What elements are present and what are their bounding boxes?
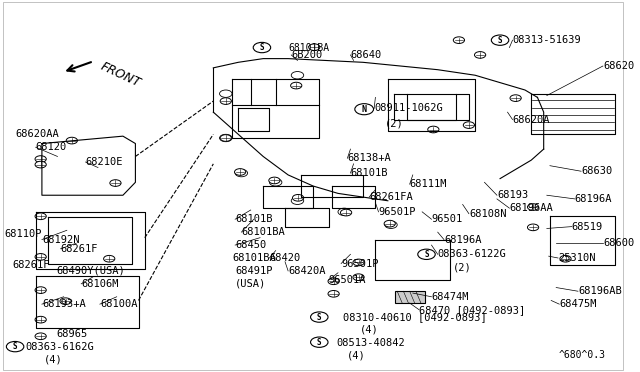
Text: 08310-40610 [0492-0893]: 08310-40610 [0492-0893]: [343, 312, 487, 322]
Text: 68261FA: 68261FA: [369, 192, 413, 202]
Circle shape: [60, 298, 71, 305]
Circle shape: [35, 156, 46, 162]
Text: 68110P: 68110P: [4, 229, 42, 239]
Text: (2): (2): [385, 118, 403, 128]
Circle shape: [220, 135, 232, 141]
Circle shape: [291, 82, 302, 89]
Circle shape: [510, 95, 521, 102]
Circle shape: [353, 259, 364, 266]
Text: 96501: 96501: [431, 214, 463, 224]
Text: 96501P: 96501P: [378, 207, 416, 217]
Text: (USA): (USA): [235, 279, 266, 289]
Circle shape: [353, 274, 364, 280]
Text: 08363-6122G: 08363-6122G: [438, 249, 506, 259]
Text: 25310N: 25310N: [558, 253, 596, 263]
Text: 68196A: 68196A: [575, 194, 612, 204]
Circle shape: [474, 52, 486, 58]
Circle shape: [234, 169, 246, 175]
Text: 68111M: 68111M: [410, 179, 447, 189]
Circle shape: [35, 213, 46, 219]
Circle shape: [35, 287, 46, 294]
Text: 68620A: 68620A: [513, 115, 550, 125]
Text: 08363-6162G: 08363-6162G: [25, 341, 94, 352]
Text: 68101BA: 68101BA: [232, 253, 276, 263]
Text: ^680^0.3: ^680^0.3: [559, 350, 606, 359]
Text: (4): (4): [348, 351, 366, 361]
Circle shape: [35, 161, 46, 168]
Text: 68965: 68965: [56, 329, 88, 339]
Text: 68108N: 68108N: [469, 209, 506, 219]
Text: 68100A: 68100A: [100, 299, 138, 309]
Text: 68196AB: 68196AB: [578, 286, 621, 296]
Text: S: S: [260, 43, 264, 52]
Text: (2): (2): [453, 262, 472, 272]
Text: 68491P: 68491P: [235, 266, 273, 276]
Text: 68101B: 68101B: [351, 168, 388, 178]
Circle shape: [384, 220, 396, 227]
Text: S: S: [317, 338, 322, 347]
Circle shape: [35, 333, 46, 340]
Text: 68193: 68193: [497, 190, 528, 200]
Text: 68490Y(USA): 68490Y(USA): [56, 266, 125, 276]
Text: 68470 [0492-0893]: 68470 [0492-0893]: [419, 305, 525, 315]
Text: 68193+A: 68193+A: [42, 299, 86, 309]
Circle shape: [527, 224, 539, 231]
FancyBboxPatch shape: [396, 291, 425, 303]
Text: 68138+A: 68138+A: [348, 153, 391, 163]
Text: 68630: 68630: [581, 166, 612, 176]
Text: 68196A: 68196A: [444, 234, 481, 244]
Text: 68620: 68620: [603, 61, 634, 71]
Text: FRONT: FRONT: [98, 60, 142, 89]
Circle shape: [340, 209, 352, 216]
Text: 08911-1062G: 08911-1062G: [374, 103, 443, 113]
Text: (4): (4): [360, 325, 378, 335]
Text: 68192N: 68192N: [42, 234, 79, 244]
Text: 96501P: 96501P: [341, 259, 379, 269]
Circle shape: [110, 180, 121, 186]
Text: 68101BA: 68101BA: [241, 227, 285, 237]
Circle shape: [560, 256, 571, 262]
Text: 68261F: 68261F: [61, 244, 98, 254]
Text: 68420: 68420: [269, 253, 301, 263]
Text: 68475M: 68475M: [559, 299, 596, 309]
Circle shape: [66, 137, 77, 144]
Text: S: S: [317, 312, 322, 321]
Circle shape: [308, 44, 320, 51]
Text: 08513-40842: 08513-40842: [337, 338, 406, 348]
Text: 68420A: 68420A: [288, 266, 326, 276]
Text: 68101BA: 68101BA: [288, 42, 329, 52]
Circle shape: [328, 291, 339, 297]
Text: S: S: [13, 342, 17, 351]
Circle shape: [292, 195, 304, 201]
Text: 68519: 68519: [572, 222, 603, 232]
Circle shape: [220, 98, 232, 105]
Text: 68450: 68450: [235, 240, 266, 250]
Text: 68196AA: 68196AA: [509, 203, 553, 213]
Text: 68101B: 68101B: [235, 214, 273, 224]
Text: S: S: [424, 250, 429, 259]
Circle shape: [428, 126, 439, 133]
Text: 68261F: 68261F: [13, 260, 50, 270]
Text: 68106M: 68106M: [81, 279, 118, 289]
Circle shape: [463, 122, 474, 128]
Text: 68640: 68640: [351, 50, 381, 60]
Text: 08313-51639: 08313-51639: [513, 35, 581, 45]
Circle shape: [527, 204, 539, 211]
Text: (4): (4): [44, 355, 63, 365]
Circle shape: [269, 177, 280, 184]
Text: 96501A: 96501A: [328, 275, 366, 285]
Text: 6B200: 6B200: [291, 50, 323, 60]
Circle shape: [453, 37, 465, 44]
Text: N: N: [362, 105, 367, 114]
Text: S: S: [498, 36, 502, 45]
Circle shape: [104, 256, 115, 262]
Circle shape: [35, 254, 46, 260]
Text: 68600: 68600: [603, 238, 634, 248]
Text: 68120: 68120: [36, 142, 67, 152]
Text: 68620AA: 68620AA: [15, 129, 59, 139]
Text: 68474M: 68474M: [431, 292, 469, 302]
Circle shape: [328, 278, 339, 285]
Circle shape: [35, 316, 46, 323]
Text: 68210E: 68210E: [86, 157, 123, 167]
